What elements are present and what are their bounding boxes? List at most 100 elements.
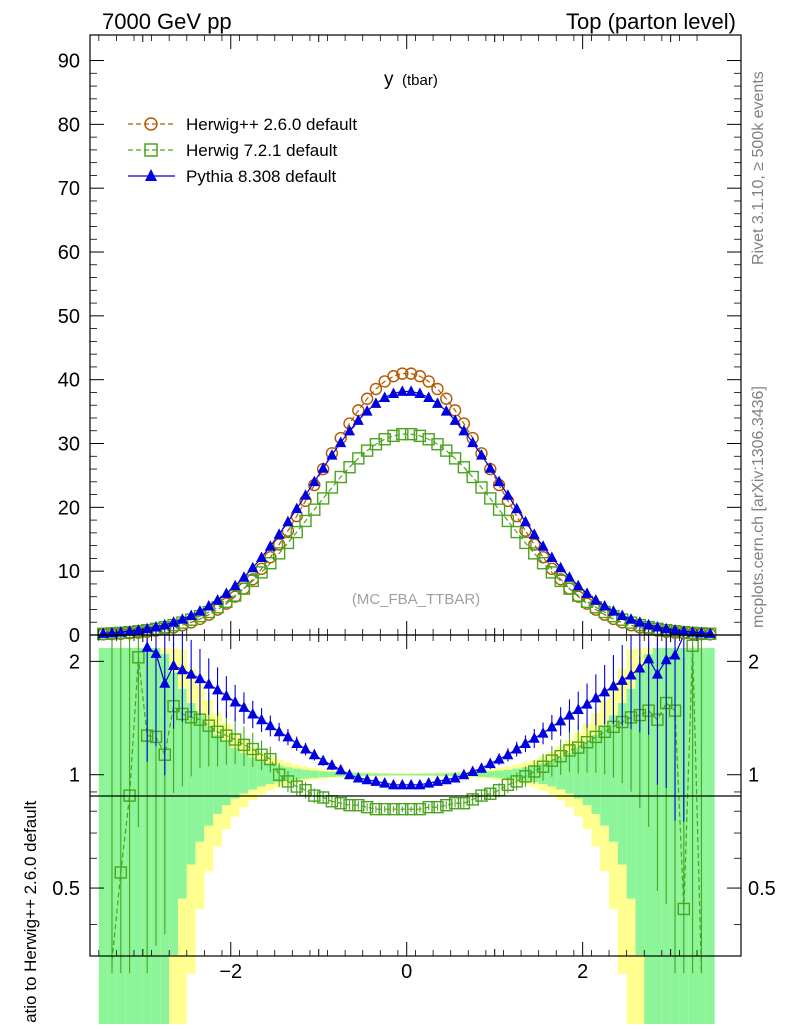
main-point-pythia8 bbox=[194, 605, 206, 616]
main-point-pythia8 bbox=[308, 475, 320, 487]
main-point-pythia8 bbox=[220, 587, 232, 598]
main-point-pythia8 bbox=[678, 625, 690, 636]
main-y-tick-label: 10 bbox=[58, 561, 80, 583]
ratio-point-pythia8 bbox=[563, 709, 575, 720]
ratio-point-pythia8 bbox=[203, 678, 215, 689]
main-point-herwig7 bbox=[360, 444, 374, 457]
main-point-pythia8 bbox=[247, 561, 259, 573]
ratio-band-green bbox=[98, 648, 108, 1029]
main-point-herwig7 bbox=[316, 492, 330, 505]
ratio-point-pythia8 bbox=[414, 778, 426, 790]
main-point-herwigpp bbox=[440, 392, 453, 405]
ratio-band-green bbox=[230, 748, 240, 799]
ratio-point-pythia8 bbox=[168, 659, 180, 671]
main-point-pythia8 bbox=[537, 540, 549, 551]
ratio-point-herwig7 bbox=[255, 748, 268, 761]
ratio-point-pythia8 bbox=[643, 652, 655, 664]
ratio-point-pythia8 bbox=[651, 668, 663, 679]
legend-entry-pythia8: Pythia 8.308 default bbox=[128, 167, 337, 186]
ratio-point-herwig7 bbox=[369, 802, 383, 816]
main-point-pythia8 bbox=[590, 594, 602, 605]
ratio-point-pythia8 bbox=[326, 759, 338, 770]
ratio-point-herwig7 bbox=[413, 802, 427, 816]
main-point-pythia8 bbox=[493, 475, 505, 487]
main-point-pythia8 bbox=[282, 515, 294, 527]
mcplots-reference-label: mcplots.cern.ch [arXiv:1306.3436] bbox=[750, 386, 767, 628]
main-point-herwig7 bbox=[387, 429, 400, 443]
main-y-tick-label: 70 bbox=[58, 178, 80, 200]
main-point-pythia8 bbox=[651, 621, 663, 632]
main-point-herwig7 bbox=[466, 470, 479, 484]
main-point-pythia8 bbox=[625, 613, 637, 624]
ratio-band-green bbox=[617, 703, 627, 865]
main-y-tick-label: 30 bbox=[58, 434, 80, 456]
ratio-point-pythia8 bbox=[607, 680, 619, 691]
ratio-point-pythia8 bbox=[361, 773, 373, 785]
main-point-pythia8 bbox=[115, 626, 127, 637]
ratio-point-herwig7 bbox=[211, 725, 224, 739]
main-point-pythia8 bbox=[361, 405, 373, 416]
main-point-pythia8 bbox=[379, 391, 391, 402]
header-observable-group: Top (parton level) bbox=[566, 9, 736, 34]
ratio-point-pythia8 bbox=[335, 763, 347, 775]
ratio-point-pythia8 bbox=[511, 743, 523, 754]
ratio-point-pythia8 bbox=[493, 753, 505, 764]
ratio-series-line bbox=[111, 645, 703, 972]
main-point-pythia8 bbox=[440, 405, 452, 416]
ratio-band-green bbox=[397, 773, 407, 776]
ratio-point-pythia8 bbox=[317, 754, 329, 766]
ratio-band-green bbox=[133, 648, 143, 1029]
main-point-pythia8 bbox=[519, 515, 531, 527]
legend: Herwig++ 2.6.0 default Herwig 7.2.1 defa… bbox=[128, 115, 357, 186]
main-point-herwig7 bbox=[528, 547, 541, 560]
main-point-herwig7 bbox=[475, 481, 488, 494]
ratio-point-herwig7 bbox=[237, 738, 251, 752]
legend-entry-herwig7: Herwig 7.2.1 default bbox=[128, 141, 337, 160]
ratio-point-pythia8 bbox=[256, 713, 268, 725]
ratio-point-pythia8 bbox=[625, 669, 637, 680]
ratio-point-pythia8 bbox=[273, 725, 285, 737]
ratio-point-herwig7 bbox=[396, 802, 409, 816]
main-point-pythia8 bbox=[467, 436, 479, 448]
main-point-pythia8 bbox=[634, 616, 646, 627]
main-point-pythia8 bbox=[581, 587, 593, 598]
ratio-point-herwig7 bbox=[404, 802, 418, 816]
ratio-point-herwig7 bbox=[422, 800, 435, 814]
ratio-point-herwig7 bbox=[528, 765, 541, 778]
ratio-band-green bbox=[177, 688, 187, 899]
ratio-band-green bbox=[644, 654, 654, 1029]
ratio-band-green bbox=[213, 734, 222, 814]
ratio-band-green bbox=[494, 770, 504, 778]
ratio-band-green bbox=[565, 753, 574, 794]
ratio-band-green bbox=[186, 703, 196, 865]
main-point-herwigpp bbox=[431, 382, 444, 396]
ratio-point-pythia8 bbox=[308, 748, 320, 760]
ratio-point-herwig7 bbox=[466, 793, 479, 806]
main-point-herwig7 bbox=[272, 547, 286, 560]
main-point-pythia8 bbox=[141, 622, 153, 634]
ratio-point-herwig7 bbox=[334, 797, 347, 810]
main-point-herwig7 bbox=[299, 514, 312, 528]
ratio-band-green bbox=[327, 771, 337, 777]
ratio-y-tick-label-left: 2 bbox=[69, 651, 80, 673]
legend-square-marker bbox=[144, 143, 158, 157]
main-point-herwig7 bbox=[519, 536, 532, 550]
ratio-point-pythia8 bbox=[370, 775, 382, 786]
main-point-pythia8 bbox=[616, 609, 628, 621]
ratio-band-green bbox=[477, 771, 486, 777]
ratio-point-pythia8 bbox=[669, 648, 681, 660]
ratio-y-tick-label-left: 0.5 bbox=[52, 878, 80, 900]
plot-title-variable: y bbox=[384, 69, 394, 90]
legend-entry-herwigpp: Herwig++ 2.6.0 default bbox=[128, 115, 357, 134]
ratio-point-herwig7 bbox=[387, 802, 400, 816]
main-point-herwig7 bbox=[413, 429, 427, 443]
ratio-point-pythia8 bbox=[616, 674, 628, 685]
main-point-pythia8 bbox=[370, 397, 382, 408]
main-point-herwig7 bbox=[404, 427, 418, 441]
main-point-pythia8 bbox=[124, 625, 136, 636]
main-point-herwigpp bbox=[422, 375, 435, 388]
main-point-pythia8 bbox=[176, 613, 188, 624]
main-point-pythia8 bbox=[484, 462, 496, 473]
